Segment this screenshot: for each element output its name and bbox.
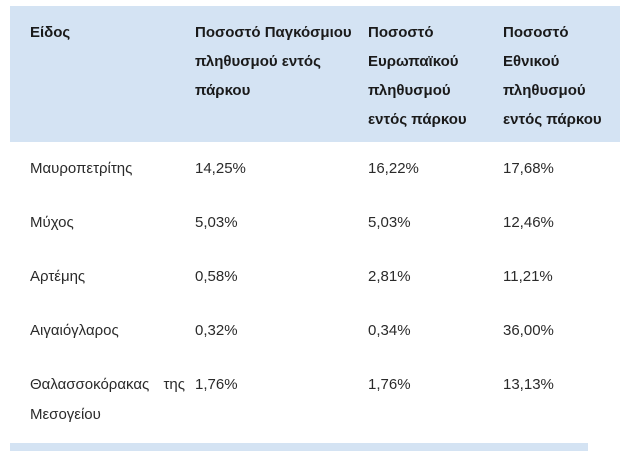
species-name-cell: Θαλασσοκόρακας της Μεσογείου bbox=[30, 376, 185, 423]
national-pct-cell: 11,21% bbox=[503, 268, 553, 285]
european-pct-cell: 1,76% bbox=[368, 376, 411, 393]
species-name-cell: Αρτέμης bbox=[30, 268, 86, 285]
next-table-header-strip bbox=[10, 443, 588, 451]
national-pct-cell: 13,13% bbox=[503, 376, 554, 393]
national-pct-cell: 17,68% bbox=[503, 160, 554, 177]
table-row: Αιγαιόγλαρος 0,32% 0,34% 36,00% bbox=[10, 304, 620, 358]
national-pct-cell: 36,00% bbox=[503, 322, 554, 339]
world-pct-cell: 1,76% bbox=[195, 376, 238, 393]
species-name-cell: Μύχος bbox=[30, 214, 74, 231]
column-header-national-population-pct: Ποσοστό Εθνικού πληθυσμού εντός πάρκου bbox=[503, 6, 620, 142]
species-name-cell: Μαυροπετρίτης bbox=[30, 160, 133, 177]
column-header-species: Είδος bbox=[10, 6, 195, 142]
table-row: Μαυροπετρίτης 14,25% 16,22% 17,68% bbox=[10, 142, 620, 196]
species-percentage-table: Είδος Ποσοστό Παγκόσμιου πληθυσμού εντός… bbox=[10, 6, 620, 442]
national-pct-cell: 12,46% bbox=[503, 214, 554, 231]
species-name-cell: Αιγαιόγλαρος bbox=[30, 322, 119, 339]
table-header-row: Είδος Ποσοστό Παγκόσμιου πληθυσμού εντός… bbox=[10, 6, 620, 142]
european-pct-cell: 0,34% bbox=[368, 322, 411, 339]
european-pct-cell: 5,03% bbox=[368, 214, 411, 231]
world-pct-cell: 0,32% bbox=[195, 322, 238, 339]
table-row: Θαλασσοκόρακας της Μεσογείου 1,76% 1,76%… bbox=[10, 358, 620, 442]
world-pct-cell: 0,58% bbox=[195, 268, 238, 285]
world-pct-cell: 5,03% bbox=[195, 214, 238, 231]
table-row: Αρτέμης 0,58% 2,81% 11,21% bbox=[10, 250, 620, 304]
table-row: Μύχος 5,03% 5,03% 12,46% bbox=[10, 196, 620, 250]
world-pct-cell: 14,25% bbox=[195, 160, 246, 177]
column-header-world-population-pct: Ποσοστό Παγκόσμιου πληθυσμού εντός πάρκο… bbox=[195, 6, 368, 142]
european-pct-cell: 2,81% bbox=[368, 268, 411, 285]
european-pct-cell: 16,22% bbox=[368, 160, 419, 177]
column-header-european-population-pct: Ποσοστό Ευρωπαϊκού πληθυσμού εντός πάρκο… bbox=[368, 6, 503, 142]
